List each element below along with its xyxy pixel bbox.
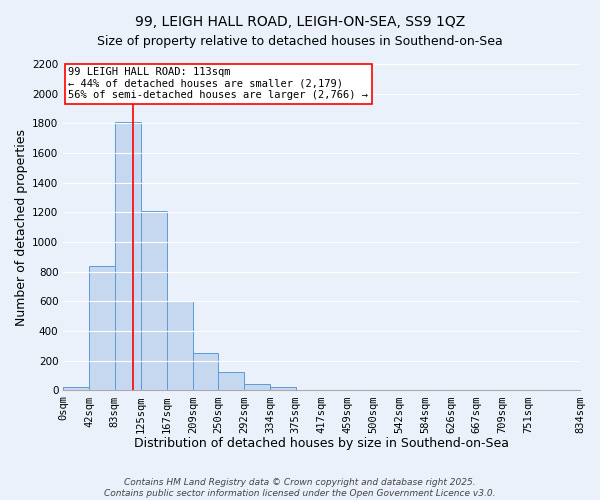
Bar (218, 372, 244, 390)
Text: 99, LEIGH HALL ROAD, LEIGH-ON-SEA, SS9 1QZ: 99, LEIGH HALL ROAD, LEIGH-ON-SEA, SS9 1… (135, 15, 465, 29)
Bar (115, 122, 141, 390)
Text: Contains HM Land Registry data © Crown copyright and database right 2025.
Contai: Contains HM Land Registry data © Crown c… (104, 478, 496, 498)
Text: 99 LEIGH HALL ROAD: 113sqm
← 44% of detached houses are smaller (2,179)
56% of s: 99 LEIGH HALL ROAD: 113sqm ← 44% of deta… (68, 68, 368, 100)
Bar (167, 302, 193, 390)
Bar (89, 266, 115, 390)
X-axis label: Distribution of detached houses by size in Southend-on-Sea: Distribution of detached houses by size … (134, 437, 509, 450)
Bar (63, 387, 89, 390)
Bar (141, 211, 167, 390)
Bar (193, 352, 218, 391)
Bar (244, 384, 270, 390)
Text: Size of property relative to detached houses in Southend-on-Sea: Size of property relative to detached ho… (97, 35, 503, 48)
Bar (270, 387, 296, 390)
Y-axis label: Number of detached properties: Number of detached properties (15, 128, 28, 326)
